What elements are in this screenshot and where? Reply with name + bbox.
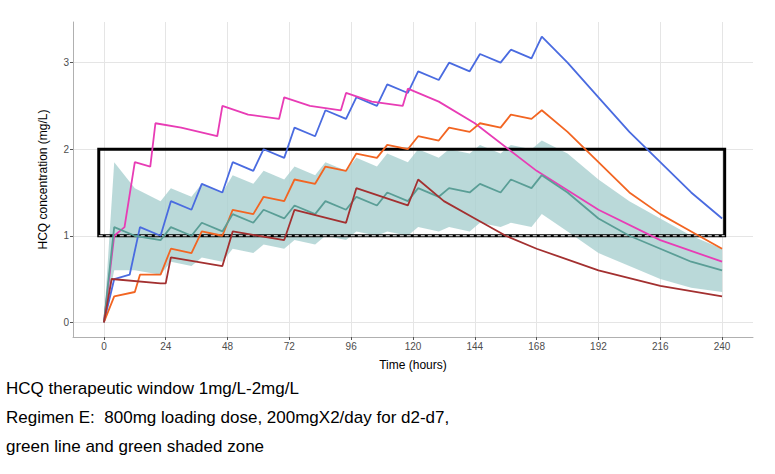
svg-text:72: 72 (284, 341, 296, 352)
svg-text:168: 168 (528, 341, 545, 352)
svg-text:1: 1 (63, 230, 69, 241)
svg-text:Time (hours): Time (hours) (379, 358, 447, 372)
svg-text:green line and green shaded zo: green line and green shaded zone (6, 437, 264, 456)
svg-text:120: 120 (405, 341, 422, 352)
svg-text:144: 144 (466, 341, 483, 352)
svg-text:24: 24 (160, 341, 172, 352)
svg-text:240: 240 (714, 341, 731, 352)
svg-text:0: 0 (101, 341, 107, 352)
svg-text:HCQ concentration (mg/L): HCQ concentration (mg/L) (36, 109, 50, 249)
svg-text:Regimen E: 800mg loading dose: Regimen E: 800mg loading dose, 200mgX2/d… (6, 408, 449, 427)
svg-text:0: 0 (63, 317, 69, 328)
svg-text:216: 216 (652, 341, 669, 352)
svg-text:192: 192 (590, 341, 607, 352)
svg-text:2: 2 (63, 144, 69, 155)
svg-text:48: 48 (222, 341, 234, 352)
svg-text:3: 3 (63, 57, 69, 68)
svg-text:HCQ therapeutic window 1mg/L-2: HCQ therapeutic window 1mg/L-2mg/L (6, 379, 299, 398)
svg-text:96: 96 (346, 341, 358, 352)
